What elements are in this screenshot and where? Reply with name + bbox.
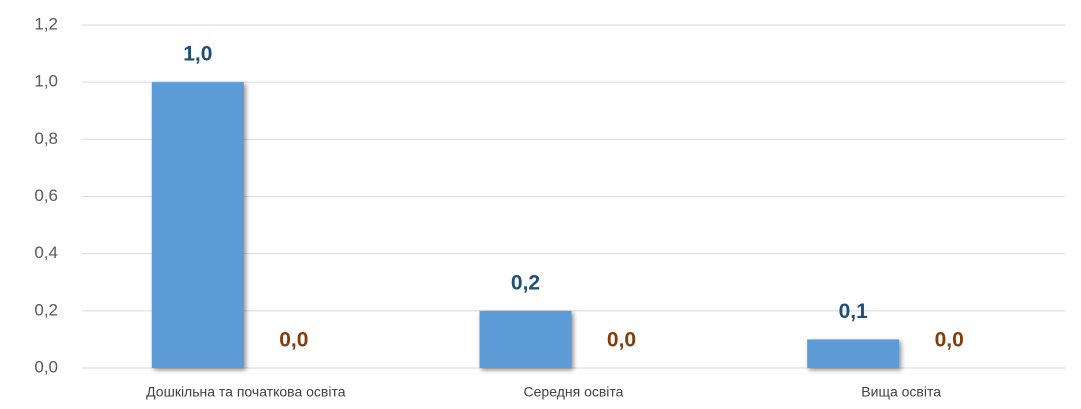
bar — [151, 82, 244, 369]
value-label: 0,0 — [607, 329, 636, 352]
bar — [807, 339, 900, 368]
x-tick-label: Середня освіта — [524, 384, 624, 400]
y-tick-label: 1,0 — [34, 72, 58, 91]
value-label: 0,0 — [935, 329, 964, 352]
x-tick-label: Дошкільна та початкова освіта — [146, 384, 346, 400]
bar — [479, 310, 572, 368]
value-label: 0,1 — [839, 300, 869, 323]
y-tick-label: 0,4 — [34, 243, 58, 262]
x-tick-label: Вища освіта — [861, 384, 941, 400]
y-tick-label: 1,2 — [34, 14, 58, 33]
y-tick-label: 0,0 — [34, 357, 58, 376]
y-tick-label: 0,2 — [34, 300, 58, 319]
y-tick-label: 0,6 — [34, 186, 58, 205]
y-tick-label: 0,8 — [34, 129, 58, 148]
value-label: 0,0 — [279, 329, 308, 352]
value-label: 0,2 — [511, 271, 540, 294]
value-label: 1,0 — [183, 43, 212, 66]
